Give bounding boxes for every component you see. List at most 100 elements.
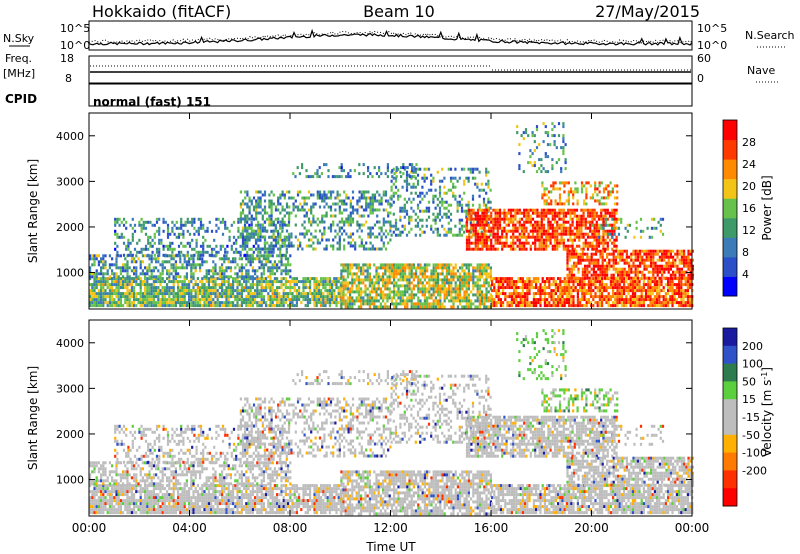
power-cell — [487, 266, 490, 270]
power-cell — [158, 232, 161, 236]
power-cell — [225, 304, 228, 308]
power-cell — [441, 278, 444, 282]
power-cell — [640, 295, 643, 299]
power-cell — [483, 266, 486, 270]
power-cell — [277, 217, 280, 221]
power-cell — [656, 292, 659, 296]
power-cell — [380, 235, 383, 239]
power-cell — [568, 301, 571, 305]
power-cell — [542, 208, 546, 212]
power-cell — [421, 284, 424, 288]
power-cell — [196, 301, 199, 305]
power-cell — [205, 269, 208, 273]
power-cell — [321, 214, 324, 218]
power-cell — [667, 292, 670, 296]
power-cell — [375, 305, 378, 309]
power-cell — [589, 214, 592, 218]
power-cell — [246, 238, 249, 242]
power-cell — [521, 301, 524, 305]
power-cell — [339, 277, 342, 281]
power-cell — [212, 277, 215, 281]
power-cell — [212, 301, 215, 305]
power-cell — [553, 235, 557, 239]
power-cell — [607, 301, 610, 305]
power-cell — [571, 217, 574, 221]
power-cell — [277, 196, 280, 200]
power-cell — [658, 283, 661, 287]
power-cell — [580, 226, 583, 230]
power-cell — [340, 305, 343, 309]
power-cell — [401, 230, 404, 234]
power-cell — [573, 235, 576, 239]
power-cell — [131, 253, 134, 257]
power-cell — [378, 199, 381, 203]
power-cell — [524, 301, 527, 305]
power-cell — [503, 217, 506, 221]
power-cell — [443, 296, 446, 300]
power-cell — [273, 280, 276, 284]
power-cell — [428, 287, 431, 291]
power-cell — [193, 217, 196, 221]
power-cell — [351, 305, 354, 309]
power-cell — [106, 292, 109, 296]
power-cell — [225, 275, 228, 279]
power-cell — [678, 304, 681, 308]
power-cell — [540, 211, 543, 215]
power-cell — [289, 283, 292, 287]
power-cell — [526, 301, 529, 305]
power-cell — [196, 295, 199, 299]
power-cell — [271, 289, 274, 293]
power-cell — [530, 304, 533, 308]
power-cell — [463, 284, 466, 288]
power-cell — [279, 235, 282, 239]
power-cell — [194, 298, 197, 302]
power-cell — [399, 209, 402, 213]
power-cell — [410, 290, 413, 294]
power-cell — [108, 301, 111, 305]
power-cell — [357, 299, 360, 303]
power-cell — [258, 295, 261, 299]
power-cell — [93, 304, 96, 308]
power-cell — [397, 227, 400, 231]
power-cell — [360, 196, 363, 200]
power-cell — [527, 211, 530, 215]
power-cell — [270, 220, 273, 224]
power-cell — [542, 247, 546, 251]
power-cell — [257, 223, 260, 227]
power-cell — [309, 301, 312, 305]
power-cell — [340, 290, 343, 294]
power-cell — [338, 229, 341, 233]
power-cell — [476, 182, 479, 186]
power-cell — [172, 257, 175, 261]
power-cell — [369, 235, 372, 239]
power-cell — [485, 223, 488, 227]
power-cell — [229, 304, 232, 308]
power-cell — [168, 298, 171, 302]
power-cell — [539, 304, 542, 308]
power-cell — [480, 230, 483, 234]
power-cell — [495, 304, 498, 308]
power-cell — [513, 292, 516, 296]
power-cell — [196, 263, 199, 267]
power-cell — [118, 223, 121, 227]
power-cell — [480, 182, 483, 186]
power-cell — [321, 217, 324, 221]
power-cell — [97, 254, 100, 258]
power-cell — [122, 283, 125, 287]
power-cell — [496, 217, 499, 221]
power-cell — [496, 226, 499, 230]
power-cell — [535, 301, 538, 305]
power-cell — [232, 280, 235, 284]
power-cell — [238, 269, 241, 273]
power-cell — [394, 218, 398, 222]
power-cell — [354, 244, 357, 248]
power-cell — [419, 299, 422, 303]
power-cell — [536, 238, 539, 242]
power-cell — [102, 283, 105, 287]
power-cell — [292, 205, 295, 209]
freq-unit-label: [MHz] — [3, 67, 35, 80]
power-cell — [556, 223, 559, 227]
power-cell — [362, 266, 365, 270]
power-cell — [552, 289, 555, 293]
power-cell — [399, 170, 402, 174]
